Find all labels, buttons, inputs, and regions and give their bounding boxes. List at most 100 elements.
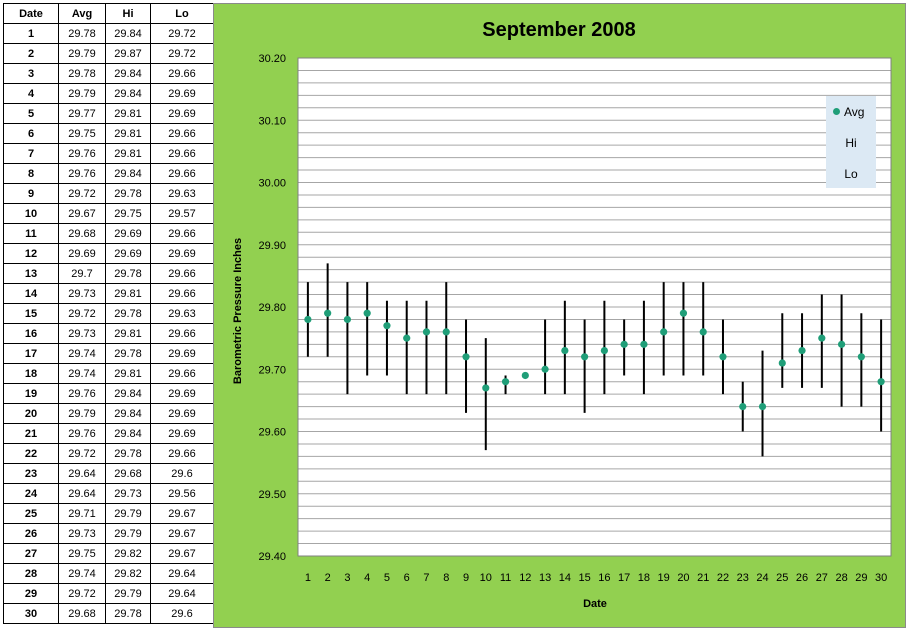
header-date: Date: [3, 3, 59, 24]
cell-date: 28: [3, 563, 59, 584]
cell-hi: 29.81: [105, 283, 151, 304]
cell-hi: 29.78: [105, 443, 151, 464]
cell-hi: 29.82: [105, 543, 151, 564]
cell-avg: 29.76: [58, 163, 106, 184]
cell-date: 13: [3, 263, 59, 284]
cell-hi: 29.79: [105, 583, 151, 604]
avg-point: [343, 315, 352, 324]
cell-date: 22: [3, 443, 59, 464]
x-tick-label: 16: [598, 572, 610, 584]
cell-date: 18: [3, 363, 59, 384]
x-tick-label: 19: [658, 572, 670, 584]
cell-date: 19: [3, 383, 59, 404]
table-row: 7 29.76 29.81 29.66: [3, 143, 214, 164]
cell-hi: 29.84: [105, 23, 151, 44]
table-row: 14 29.73 29.81 29.66: [3, 283, 214, 304]
cell-date: 16: [3, 323, 59, 344]
x-tick-label: 21: [697, 572, 709, 584]
table-row: 16 29.73 29.81 29.66: [3, 323, 214, 344]
cell-hi: 29.81: [105, 103, 151, 124]
cell-hi: 29.84: [105, 163, 151, 184]
x-tick-label: 30: [875, 572, 887, 584]
cell-lo: 29.66: [150, 263, 214, 284]
table-row: 5 29.77 29.81 29.69: [3, 103, 214, 124]
cell-lo: 29.66: [150, 363, 214, 384]
table-row: 30 29.68 29.78 29.6: [3, 603, 214, 624]
legend: Avg Hi Lo: [826, 96, 876, 188]
table-row: 2 29.79 29.87 29.72: [3, 43, 214, 64]
cell-hi: 29.79: [105, 523, 151, 544]
cell-date: 29: [3, 583, 59, 604]
cell-date: 17: [3, 343, 59, 364]
cell-avg: 29.76: [58, 423, 106, 444]
cell-hi: 29.81: [105, 123, 151, 144]
table-row: 6 29.75 29.81 29.66: [3, 123, 214, 144]
cell-lo: 29.72: [150, 43, 214, 64]
cell-lo: 29.69: [150, 83, 214, 104]
legend-lo-label: Lo: [844, 167, 858, 181]
table-row: 9 29.72 29.78 29.63: [3, 183, 214, 204]
cell-avg: 29.69: [58, 243, 106, 264]
y-tick-label: 29.50: [258, 489, 286, 501]
cell-date: 26: [3, 523, 59, 544]
avg-point: [482, 384, 490, 392]
avg-point: [699, 328, 707, 336]
cell-lo: 29.64: [150, 583, 214, 604]
avg-point: [620, 340, 628, 348]
cell-avg: 29.64: [58, 463, 106, 484]
table-row: 11 29.68 29.69 29.66: [3, 223, 214, 244]
cell-lo: 29.69: [150, 343, 214, 364]
cell-date: 23: [3, 463, 59, 484]
avg-point: [660, 328, 668, 336]
cell-date: 21: [3, 423, 59, 444]
avg-point: [561, 346, 569, 355]
avg-point: [798, 346, 806, 355]
cell-hi: 29.78: [105, 263, 151, 284]
cell-date: 9: [3, 183, 59, 204]
cell-lo: 29.66: [150, 283, 214, 304]
cell-hi: 29.75: [105, 203, 151, 224]
plot-layer: 29.40 29.50 29.60 29.70 29.80 29.90 30.00 30.10…: [258, 53, 892, 584]
x-tick-label: 20: [677, 572, 689, 584]
cell-lo: 29.69: [150, 103, 214, 124]
avg-point: [818, 334, 826, 342]
cell-lo: 29.66: [150, 443, 214, 464]
cell-lo: 29.66: [150, 323, 214, 344]
cell-date: 20: [3, 403, 59, 424]
x-tick-label: 8: [443, 572, 449, 584]
avg-point: [778, 359, 786, 367]
avg-point: [600, 346, 608, 355]
avg-point: [383, 322, 391, 330]
cell-date: 27: [3, 543, 59, 564]
cell-date: 6: [3, 123, 59, 144]
cell-hi: 29.84: [105, 63, 151, 84]
y-tick-label: 29.80: [258, 302, 286, 314]
cell-avg: 29.72: [58, 443, 106, 464]
legend-item-hi: Hi: [826, 133, 876, 153]
avg-point: [442, 328, 450, 336]
avg-point: [541, 365, 549, 373]
cell-lo: 29.66: [150, 63, 214, 84]
avg-point: [581, 353, 589, 361]
x-tick-label: 13: [539, 572, 551, 584]
cell-avg: 29.67: [58, 203, 106, 224]
cell-avg: 29.75: [58, 543, 106, 564]
y-tick-label: 30.00: [258, 178, 286, 190]
cell-avg: 29.71: [58, 503, 106, 524]
cell-lo: 29.64: [150, 563, 214, 584]
cell-avg: 29.68: [58, 603, 106, 624]
cell-lo: 29.56: [150, 483, 214, 504]
table-row: 19 29.76 29.84 29.69: [3, 383, 214, 404]
table-row: 29 29.72 29.79 29.64: [3, 583, 214, 604]
cell-avg: 29.76: [58, 143, 106, 164]
table-row: 27 29.75 29.82 29.67: [3, 543, 214, 564]
table-row: 1 29.78 29.84 29.72: [3, 23, 214, 44]
cell-lo: 29.66: [150, 123, 214, 144]
x-tick-label: 1: [305, 572, 311, 584]
cell-date: 2: [3, 43, 59, 64]
cell-date: 30: [3, 603, 59, 624]
cell-lo: 29.6: [150, 603, 214, 624]
cell-lo: 29.72: [150, 23, 214, 44]
cell-hi: 29.79: [105, 503, 151, 524]
cell-avg: 29.74: [58, 343, 106, 364]
